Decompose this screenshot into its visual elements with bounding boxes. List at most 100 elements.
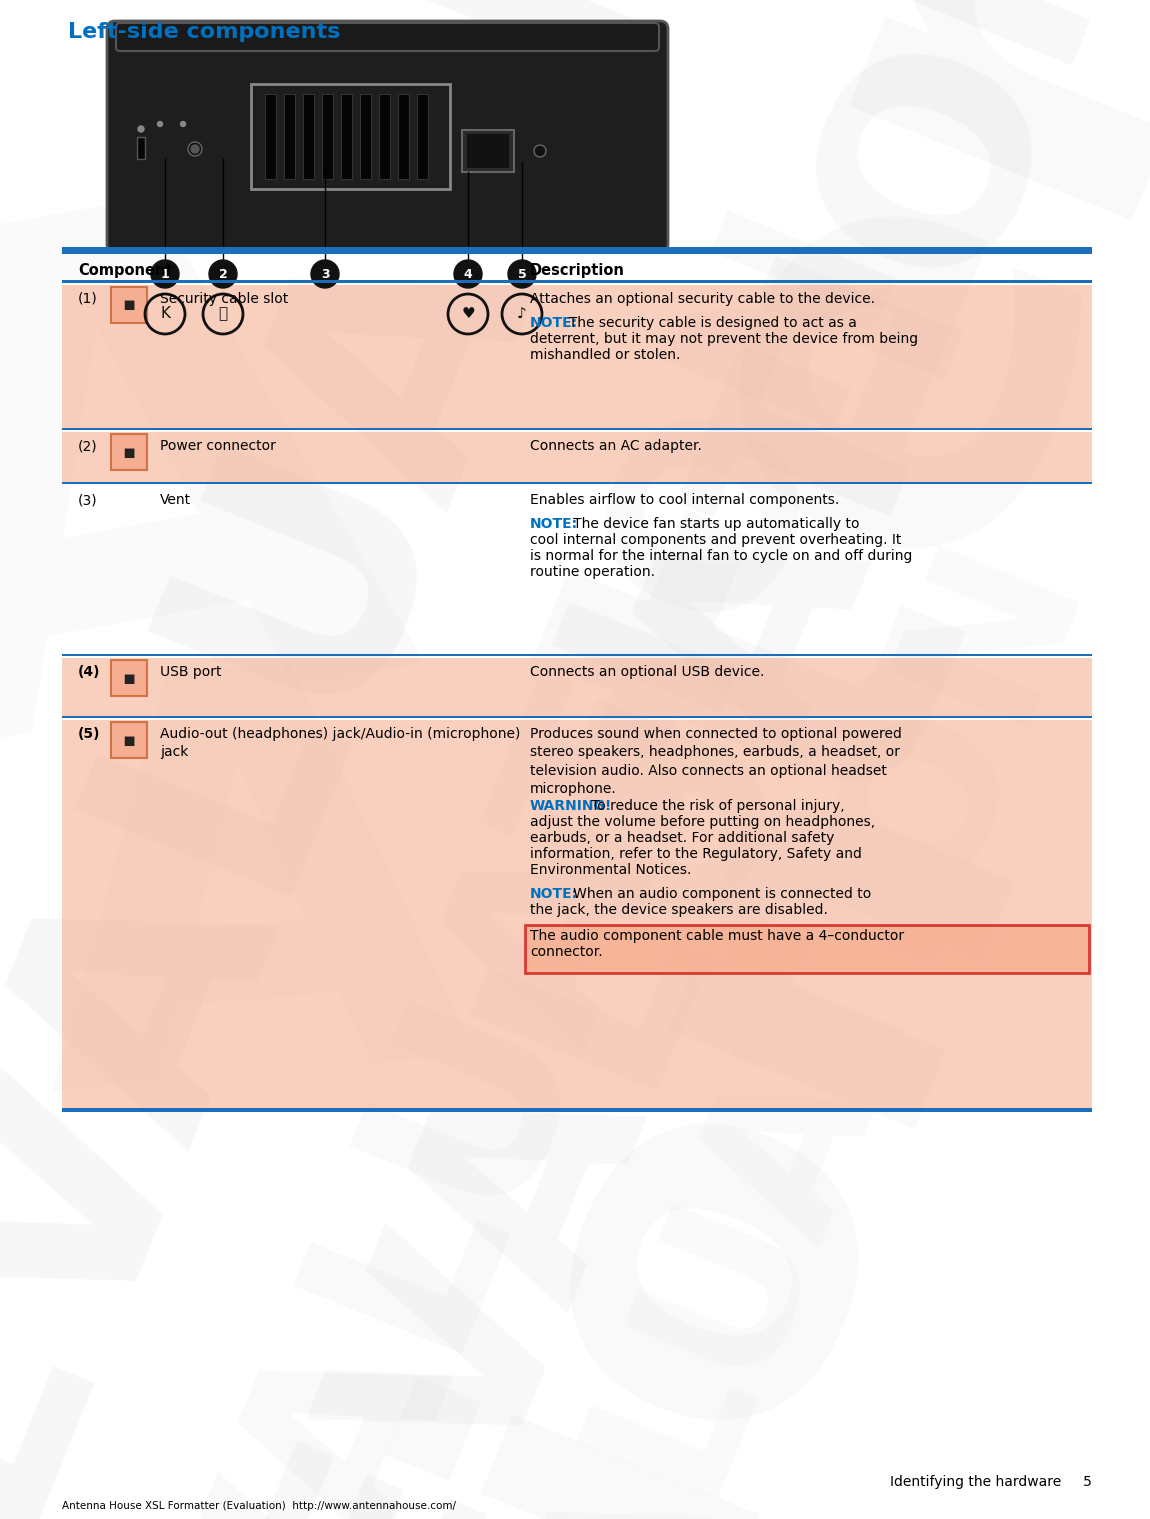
Circle shape [151, 260, 179, 289]
Text: tion: tion [279, 700, 1120, 1519]
Circle shape [187, 141, 202, 156]
Text: Identifying the hardware     5: Identifying the hardware 5 [890, 1475, 1092, 1489]
FancyBboxPatch shape [112, 287, 147, 324]
FancyBboxPatch shape [526, 925, 1089, 974]
Text: USB port: USB port [160, 665, 222, 679]
FancyBboxPatch shape [116, 23, 659, 52]
Text: ▪: ▪ [122, 668, 136, 688]
Text: EVALUATION: EVALUATION [212, 0, 1150, 1519]
Bar [360, 94, 371, 179]
Text: Power connector: Power connector [160, 439, 276, 453]
Bar [62, 428, 1092, 430]
Text: Component: Component [78, 263, 172, 278]
Text: ▪: ▪ [122, 442, 136, 462]
Text: Vent: Vent [160, 494, 191, 507]
Bar [62, 720, 1092, 1110]
Bar [322, 94, 334, 179]
Text: ter: ter [478, 0, 1150, 895]
Text: ▪: ▪ [122, 296, 136, 314]
Text: Security cable slot: Security cable slot [160, 292, 289, 305]
Text: When an audio component is connected to: When an audio component is connected to [560, 887, 872, 901]
Bar [62, 715, 1092, 718]
Circle shape [310, 260, 339, 289]
Bar [462, 131, 514, 172]
FancyBboxPatch shape [112, 722, 147, 758]
FancyBboxPatch shape [107, 21, 668, 252]
Text: Environmental Notices.: Environmental Notices. [530, 863, 691, 876]
Text: routine operation.: routine operation. [530, 565, 655, 579]
Text: the jack, the device speakers are disabled.: the jack, the device speakers are disabl… [530, 902, 828, 917]
Text: The device fan starts up automatically to: The device fan starts up automatically t… [560, 516, 859, 532]
Bar [137, 137, 145, 159]
Circle shape [158, 122, 162, 126]
Text: WARNING!: WARNING! [530, 799, 612, 813]
Text: K: K [160, 307, 170, 322]
Text: Connects an optional USB device.: Connects an optional USB device. [530, 665, 765, 679]
Text: 1: 1 [161, 267, 169, 281]
FancyBboxPatch shape [112, 659, 147, 696]
Bar [62, 286, 1092, 430]
Circle shape [209, 260, 237, 289]
Text: ♪: ♪ [518, 307, 527, 322]
Text: earbuds, or a headset. For additional safety: earbuds, or a headset. For additional sa… [530, 831, 835, 845]
Text: mishandled or stolen.: mishandled or stolen. [530, 348, 681, 362]
Text: EVALUATION: EVALUATION [0, 0, 902, 1519]
Circle shape [191, 144, 199, 153]
Text: Attaches an optional security cable to the device.: Attaches an optional security cable to t… [530, 292, 875, 305]
Text: 3: 3 [321, 267, 329, 281]
Text: is normal for the internal fan to cycle on and off during: is normal for the internal fan to cycle … [530, 548, 912, 564]
Bar [417, 94, 428, 179]
Text: The security cable is designed to act as a: The security cable is designed to act as… [560, 316, 857, 330]
Text: The audio component cable must have a 4–conductor: The audio component cable must have a 4–… [530, 930, 904, 943]
Text: A: A [0, 141, 453, 896]
Text: 4: 4 [463, 267, 473, 281]
Bar [62, 248, 1092, 254]
Bar [62, 482, 1092, 485]
Text: adjust the volume before putting on headphones,: adjust the volume before putting on head… [530, 816, 875, 829]
Circle shape [534, 144, 546, 156]
Text: NOTE:: NOTE: [530, 316, 578, 330]
Text: Description: Description [530, 263, 624, 278]
Text: A: A [13, 632, 488, 1206]
Text: Audio-out (headphones) jack/Audio-in (microphone)
jack: Audio-out (headphones) jack/Audio-in (mi… [160, 728, 520, 760]
Text: Antenna House XSL Formatter (Evaluation)  http://www.antennahouse.com/: Antenna House XSL Formatter (Evaluation)… [62, 1501, 457, 1511]
Bar [62, 655, 1092, 656]
Text: NOTE:: NOTE: [530, 516, 578, 532]
Text: ▪: ▪ [122, 731, 136, 749]
Text: ♥: ♥ [461, 307, 475, 322]
Text: (4): (4) [78, 665, 100, 679]
Text: NOTE:: NOTE: [530, 887, 578, 901]
Bar [302, 94, 314, 179]
Text: deterrent, but it may not prevent the device from being: deterrent, but it may not prevent the de… [530, 333, 918, 346]
Bar [467, 134, 509, 169]
Text: (5): (5) [78, 728, 100, 741]
Bar [380, 94, 390, 179]
Text: 5: 5 [518, 267, 527, 281]
Text: connector.: connector. [530, 945, 603, 958]
Text: (3): (3) [78, 494, 98, 507]
Text: (1): (1) [78, 292, 98, 305]
Text: (2): (2) [78, 439, 98, 453]
Text: Connects an AC adapter.: Connects an AC adapter. [530, 439, 702, 453]
Bar [342, 94, 352, 179]
Text: Enables airflow to cool internal components.: Enables airflow to cool internal compone… [530, 494, 840, 507]
Text: information, refer to the Regulatory, Safety and: information, refer to the Regulatory, Sa… [530, 848, 861, 861]
Text: Left-side components: Left-side components [68, 21, 340, 43]
Bar [284, 94, 296, 179]
Text: cool internal components and prevent overheating. It: cool internal components and prevent ove… [530, 533, 902, 547]
Circle shape [454, 260, 482, 289]
Bar [264, 94, 276, 179]
Text: EVALUATION: EVALUATION [384, 506, 1117, 1519]
Circle shape [181, 122, 185, 126]
Bar [62, 431, 1092, 485]
Text: ⭘: ⭘ [218, 307, 228, 322]
Text: EVALUATION: EVALUATION [61, 164, 940, 1519]
Bar [62, 279, 1092, 283]
Text: 2: 2 [218, 267, 228, 281]
Bar [251, 84, 450, 188]
Circle shape [138, 126, 144, 132]
FancyBboxPatch shape [112, 434, 147, 469]
Text: Produces sound when connected to optional powered
stereo speakers, headphones, e: Produces sound when connected to optiona… [530, 728, 902, 796]
Circle shape [508, 260, 536, 289]
Bar [398, 94, 409, 179]
